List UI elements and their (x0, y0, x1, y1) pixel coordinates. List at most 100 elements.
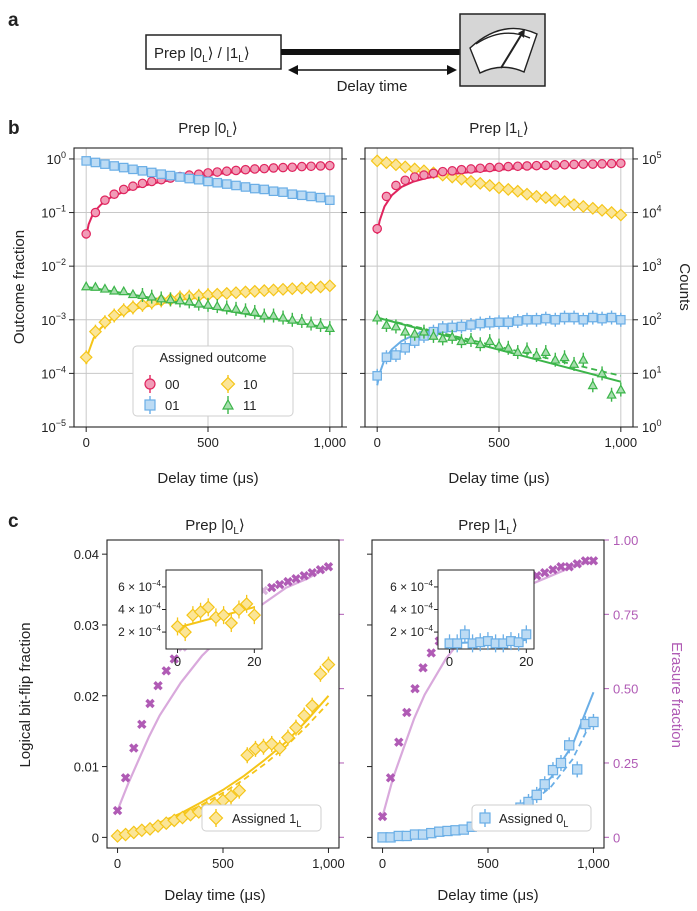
data-point-00 (203, 168, 213, 178)
data-point-00 (428, 168, 439, 179)
data-point-11 (193, 298, 204, 308)
data-point-00 (81, 229, 91, 239)
data-point-10 (285, 282, 299, 296)
data-point-11 (174, 294, 186, 305)
data-point-00 (587, 159, 598, 169)
data-point-10 (229, 286, 243, 300)
data-point-erasure (588, 556, 599, 566)
data-point-11 (550, 354, 561, 364)
data-point-11 (606, 389, 617, 399)
data-point-10 (520, 187, 534, 201)
data-point-11 (381, 319, 392, 329)
data-point-01 (146, 167, 157, 178)
inset-data-point (521, 629, 532, 640)
y-right-tick-label: 101 (642, 364, 661, 381)
panel-label-b: b (8, 118, 20, 139)
data-point-10 (79, 350, 93, 364)
data-point-assigned-1l (240, 748, 255, 763)
data-point-01 (128, 164, 138, 175)
data-point-10 (257, 284, 271, 298)
data-point-10 (557, 195, 572, 209)
data-point-11 (324, 322, 336, 333)
chart-c-right-frame (371, 539, 605, 849)
data-point-11 (531, 349, 542, 359)
data-point-01 (221, 179, 232, 189)
data-point-assigned-1l (224, 789, 238, 804)
data-point-01 (137, 166, 148, 176)
data-point-11 (127, 288, 139, 299)
data-point-erasure (137, 719, 147, 730)
data-point-11 (596, 367, 608, 378)
data-point-11 (296, 315, 308, 325)
data-point-01 (315, 192, 326, 203)
chart-b-right-frame (364, 147, 634, 428)
chart-c-right-inset: 0 20 2 × 10−4 4 × 10−4 6 × 10−4 (390, 569, 535, 669)
data-point-11 (287, 314, 298, 324)
data-point-01 (597, 313, 607, 324)
x-tick-label: 0 (374, 435, 381, 450)
y-tick-label: 0.03 (74, 618, 99, 633)
data-point-01 (90, 157, 101, 168)
x-tick-label: 0 (379, 856, 386, 871)
data-point-01 (268, 186, 279, 197)
inset-data-point (247, 608, 262, 622)
data-point-11 (559, 351, 570, 362)
data-point-00 (278, 162, 288, 173)
delay-arrow (288, 65, 457, 75)
y-right-tick-label: 0.25 (613, 756, 638, 771)
data-point-assigned-1l (289, 720, 303, 735)
data-point-01 (550, 314, 561, 325)
data-point-01 (569, 312, 579, 323)
data-point-10 (605, 206, 619, 220)
inset-data-point (232, 602, 246, 617)
data-point-01 (240, 182, 251, 192)
inset-x-tick-label: 0 (174, 654, 181, 669)
data-point-assigned-0l (539, 779, 550, 790)
data-point-00 (315, 161, 326, 171)
data-point-01 (259, 184, 270, 195)
y-tick-label: 10−1 (41, 204, 66, 221)
data-point-00 (569, 159, 579, 170)
y-tick-label: 0 (92, 830, 99, 845)
data-point-erasure (169, 654, 179, 664)
data-point-erasure (564, 562, 574, 572)
y-right-tick-label: 102 (642, 311, 661, 328)
data-point-erasure (129, 743, 139, 753)
legend-title: Assigned outcome (160, 350, 267, 365)
inset-data-point (216, 608, 231, 622)
data-point-01 (400, 343, 410, 353)
legend-marker-diamond (208, 810, 224, 826)
data-point-01 (193, 174, 204, 185)
data-point-10 (248, 284, 262, 298)
data-point-01 (306, 191, 316, 202)
data-point-11 (399, 326, 411, 336)
data-point-00 (597, 159, 607, 169)
data-point-00 (231, 165, 241, 176)
inset-y-tick-label: 4 × 10−4 (390, 602, 433, 617)
data-point-11 (146, 291, 157, 301)
data-point-00 (550, 160, 561, 170)
x-tick-label: 500 (212, 856, 234, 871)
data-point-erasure (580, 556, 591, 566)
data-point-assigned-1l (232, 783, 247, 798)
inset-x-tick-label: 20 (519, 654, 533, 669)
data-point-erasure (291, 573, 301, 584)
chart-c-left-legend: Assigned 1L (201, 804, 322, 832)
data-point-assigned-1l (313, 666, 328, 681)
data-point-01 (231, 180, 241, 191)
legend-label: Assigned 1L (232, 811, 301, 829)
data-point-00 (221, 166, 232, 177)
y-tick-label: 10−2 (41, 257, 66, 274)
data-point-11 (249, 306, 260, 316)
y-tick-label: 10−3 (41, 311, 66, 328)
data-point-00 (409, 172, 420, 182)
data-point-10 (266, 283, 281, 297)
data-point-10 (370, 154, 384, 168)
inset-data-point (239, 597, 254, 611)
y-right-tick-label: 1.00 (613, 533, 638, 548)
data-point-erasure (572, 559, 582, 569)
data-point-00 (616, 158, 626, 169)
data-point-11 (484, 335, 495, 346)
data-point-erasure (275, 579, 285, 590)
data-point-11 (493, 340, 505, 350)
